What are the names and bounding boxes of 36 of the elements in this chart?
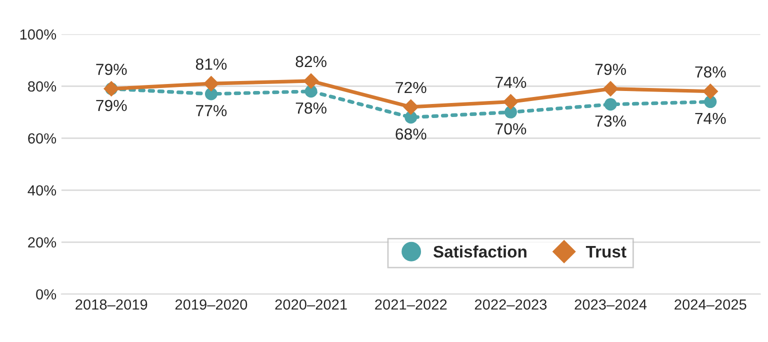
data-label: 79% (96, 100, 127, 112)
point (403, 99, 419, 115)
data-label: 70% (496, 123, 526, 135)
y-tick-label: 0% (36, 289, 56, 300)
x-tick-label: 2021–2022 (375, 299, 447, 310)
data-label: 82% (296, 56, 326, 68)
y-tick-label: 40% (28, 185, 56, 196)
x-tick-label: 2022–2023 (474, 299, 547, 310)
point (303, 73, 319, 89)
point (602, 80, 618, 97)
data-label: 73% (595, 115, 626, 127)
x-tick-label: 2019–2020 (175, 299, 248, 310)
y-tick-label: 20% (28, 237, 56, 248)
point (502, 94, 519, 110)
point (604, 98, 617, 111)
legend-label: Satisfaction (433, 245, 526, 258)
x-tick-label: 2020–2021 (275, 299, 347, 310)
data-label: 74% (496, 76, 526, 88)
y-tick-label: 80% (28, 81, 56, 92)
data-label: 74% (695, 112, 726, 124)
data-label: 77% (196, 105, 227, 116)
y-tick-label: 60% (28, 133, 56, 144)
x-tick-label: 2023–2024 (574, 299, 647, 310)
x-tick-label: 2018–2019 (76, 299, 148, 310)
point (702, 84, 718, 100)
data-label: 78% (695, 66, 726, 78)
legend-label: Trust (586, 246, 626, 258)
point (203, 76, 220, 92)
data-label: 72% (396, 82, 426, 94)
y-tick-label: 100% (20, 29, 56, 40)
data-label: 78% (296, 102, 326, 114)
data-label: 79% (595, 64, 626, 76)
data-label: 81% (196, 58, 227, 70)
data-label: 68% (396, 128, 426, 140)
data-label: 79% (96, 64, 127, 76)
x-tick-label: 2024–2025 (674, 299, 746, 310)
